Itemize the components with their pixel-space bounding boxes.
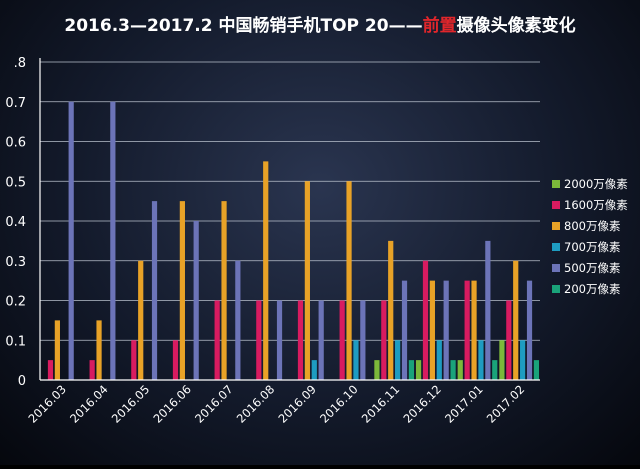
bar (214, 300, 220, 380)
bar (353, 340, 359, 380)
legend-swatch (552, 264, 560, 272)
legend-label: 200万像素 (564, 282, 620, 296)
bar (131, 340, 137, 380)
bar (256, 300, 262, 380)
x-axis-ticks: 2016.032016.042016.052016.062016.072016.… (25, 382, 527, 426)
chart-title: 2016.3—2017.2 中国畅销手机TOP 20——前置摄像头像素变化 (64, 15, 575, 36)
legend-label: 500万像素 (564, 261, 620, 275)
x-tick-label: 2016.07 (192, 382, 236, 426)
bar (311, 360, 317, 381)
bar (47, 360, 54, 381)
bar (110, 101, 116, 380)
x-tick-label: 2017.01 (442, 382, 486, 426)
bar (68, 101, 74, 380)
bar (492, 360, 498, 381)
legend-swatch (552, 180, 560, 188)
bar (89, 360, 95, 381)
bar (374, 360, 380, 381)
bar (151, 201, 158, 381)
bar (478, 340, 484, 380)
y-tick-label: 0.3 (5, 255, 26, 270)
bar (381, 300, 387, 380)
bar (422, 260, 429, 380)
legend-label: 2000万像素 (564, 177, 628, 191)
x-tick-label: 2017.02 (484, 382, 528, 426)
bar (318, 300, 324, 380)
bar (408, 360, 415, 381)
bar (360, 300, 366, 380)
bar (297, 300, 304, 380)
bar (193, 221, 199, 380)
bar (179, 201, 185, 381)
bar (471, 280, 477, 381)
legend-swatch (552, 285, 560, 293)
bar (436, 340, 442, 380)
x-tick-label: 2016.06 (150, 382, 194, 426)
legend-swatch (552, 201, 560, 209)
bar (450, 360, 456, 381)
legend-label: 1600万像素 (564, 198, 628, 212)
bar (346, 181, 352, 380)
bars (47, 101, 540, 381)
bar (263, 161, 269, 381)
bar (54, 320, 60, 381)
x-tick-label: 2016.05 (109, 382, 153, 426)
bar (304, 181, 310, 380)
bar (276, 300, 283, 380)
legend-label: 800万像素 (564, 219, 620, 233)
chart-title-part: 2016.3—2017.2 中国畅销手机TOP 20—— (64, 15, 422, 36)
x-tick-label: 2016.12 (400, 382, 444, 426)
x-tick-label: 2016.10 (317, 382, 361, 426)
y-axis-ticks: 0 0.1 0.2 0.3 0.4 0.5 0.6 0.7 .8 (5, 56, 26, 389)
bar (520, 340, 526, 380)
x-tick-label: 2016.03 (25, 382, 69, 426)
bar (235, 260, 241, 380)
bar (401, 280, 408, 381)
bar (533, 360, 540, 381)
y-tick-label: .8 (14, 56, 26, 71)
bar (485, 240, 491, 380)
chart-title-part: 前置 (423, 15, 457, 36)
bar (395, 340, 401, 380)
bar (221, 201, 227, 381)
chart-title-part: 摄像头像素变化 (457, 15, 576, 36)
bar (457, 360, 463, 381)
x-tick-label: 2016.08 (234, 382, 278, 426)
bar (499, 340, 505, 380)
x-tick-label: 2016.09 (275, 382, 319, 426)
y-tick-label: 0.4 (5, 215, 26, 230)
y-tick-label: 0.1 (5, 334, 26, 349)
legend-swatch (552, 243, 560, 251)
legend-label: 700万像素 (564, 240, 620, 254)
y-tick-label: 0.6 (5, 136, 26, 151)
x-tick-label: 2016.04 (67, 382, 111, 426)
bar (339, 300, 345, 380)
bar (464, 280, 470, 381)
bar (429, 280, 435, 381)
y-tick-label: 0.2 (5, 295, 26, 310)
axes (39, 58, 540, 381)
bar (443, 280, 449, 381)
y-tick-label: 0 (18, 374, 26, 389)
legend: 2000万像素 1600万像素 800万像素 700万像素 500万像素 200万像素 (552, 177, 628, 296)
bar (138, 260, 144, 380)
grid-lines (40, 61, 540, 341)
bar (96, 320, 102, 381)
x-tick-label: 2016.11 (359, 382, 403, 426)
legend-swatch (552, 222, 560, 230)
bar (172, 340, 179, 380)
bar (526, 280, 533, 381)
bar (415, 360, 422, 381)
y-tick-label: 0.7 (5, 96, 26, 111)
bar (388, 240, 394, 380)
bar (513, 260, 519, 380)
y-tick-label: 0.5 (5, 175, 26, 190)
bar (506, 300, 512, 380)
